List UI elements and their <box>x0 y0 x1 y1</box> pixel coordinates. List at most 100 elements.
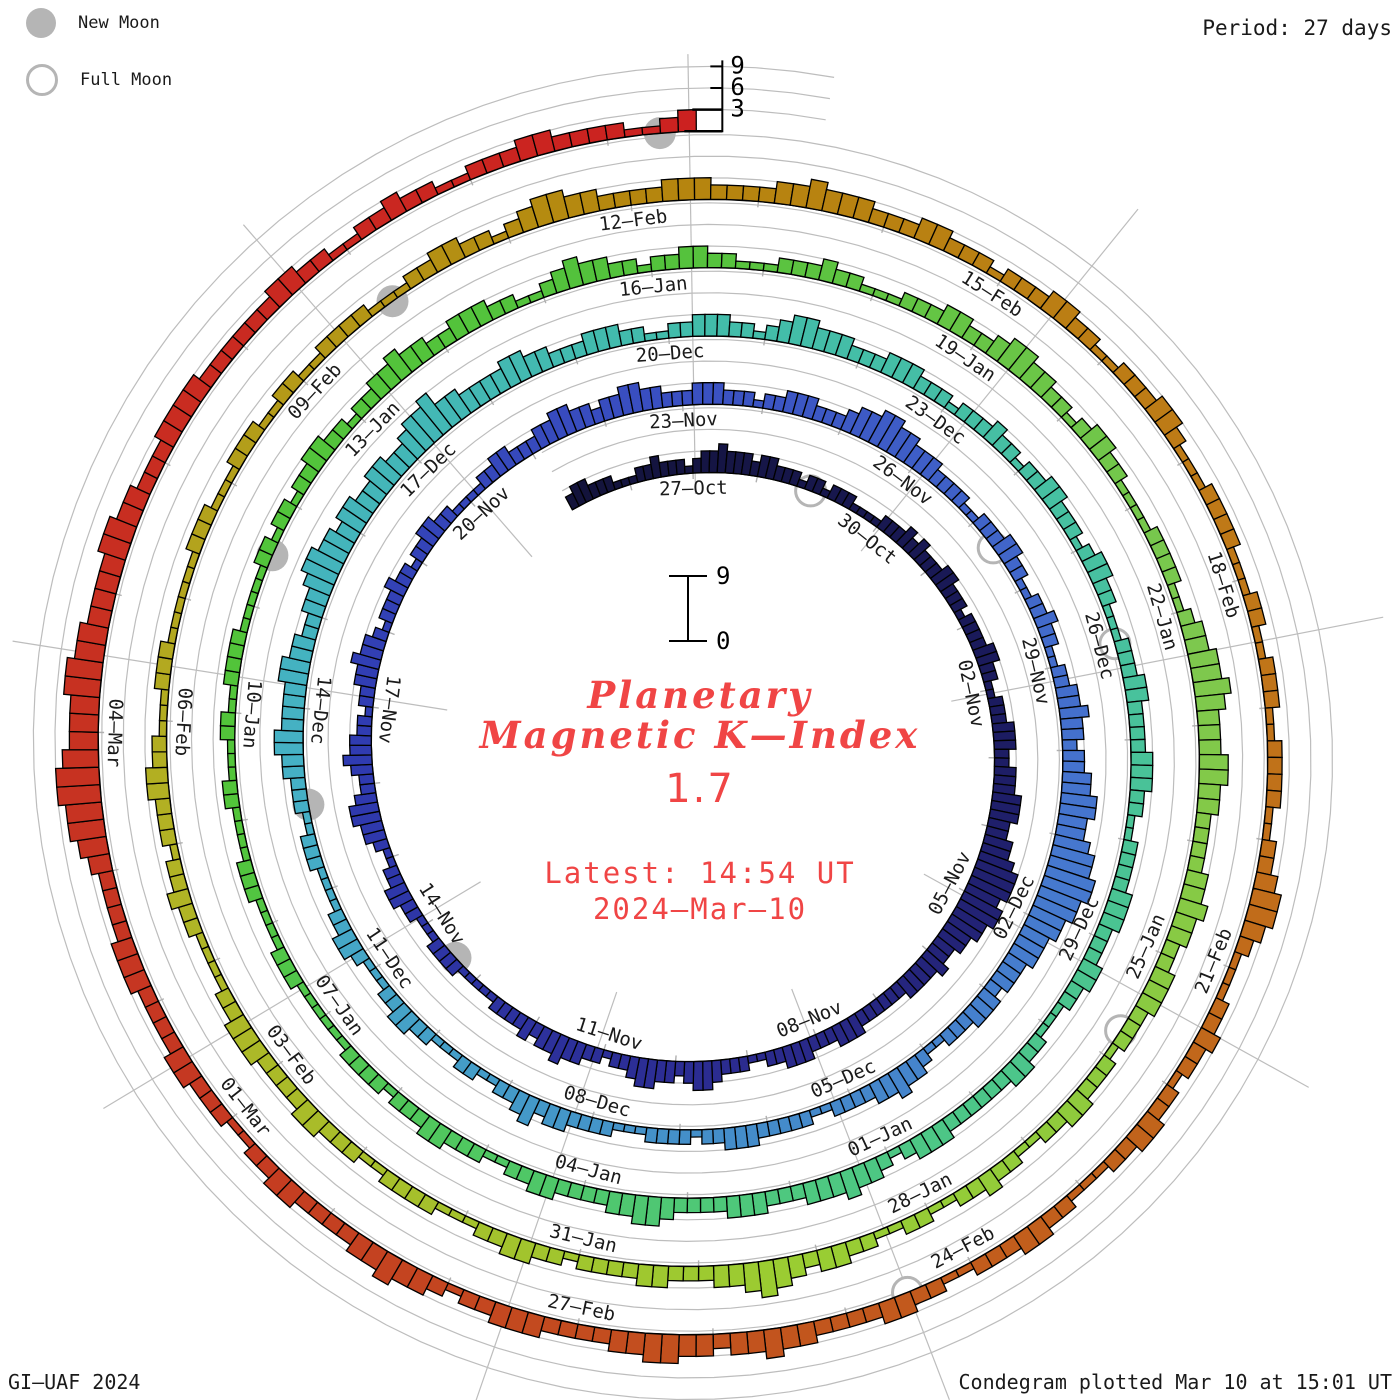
k-bar <box>1127 712 1145 728</box>
k-bar <box>641 125 662 136</box>
k-bar <box>977 1168 1004 1197</box>
k-bar <box>980 669 999 684</box>
k-bar <box>151 751 168 769</box>
k-bar <box>299 833 319 850</box>
k-bar <box>387 1090 410 1113</box>
k-bar <box>1192 1026 1222 1055</box>
k-bar <box>1123 826 1134 842</box>
k-bar <box>901 362 926 390</box>
k-bar <box>1059 716 1084 731</box>
k-bar <box>1062 760 1086 774</box>
k-bar <box>97 869 118 892</box>
k-bar <box>1088 435 1117 462</box>
k-bar <box>239 845 252 863</box>
k-bar <box>1070 968 1098 993</box>
k-bar <box>702 1060 714 1091</box>
k-bar <box>948 311 975 339</box>
k-bar <box>102 515 138 545</box>
k-bar <box>364 705 374 718</box>
k-bar <box>1032 609 1059 630</box>
k-bar <box>508 1089 531 1116</box>
k-bar <box>1231 561 1246 581</box>
k-bar <box>470 299 494 328</box>
k-bar <box>1196 797 1221 816</box>
k-bar <box>725 1194 742 1219</box>
k-bar <box>291 788 309 803</box>
k-bar <box>338 1044 361 1067</box>
k-bar <box>697 1265 715 1282</box>
k-bar <box>712 1196 728 1213</box>
k-bar <box>1198 753 1229 771</box>
date-label: 23—Nov <box>649 408 719 433</box>
k-bar <box>547 1033 571 1065</box>
k-bar <box>591 256 612 283</box>
k-bar <box>949 597 968 614</box>
k-bar <box>679 321 694 338</box>
date-label: 27—Oct <box>659 477 728 501</box>
k-bar <box>167 626 179 645</box>
k-bar <box>962 1003 987 1029</box>
k-bar <box>658 116 680 134</box>
k-bar <box>955 897 999 930</box>
k-bar <box>1056 1099 1084 1128</box>
date-label: 21—Feb <box>1191 925 1237 997</box>
k-scale-max-label: 9 <box>716 562 730 590</box>
k-bar <box>691 313 706 337</box>
k-bar <box>1058 802 1097 821</box>
k-bar <box>281 765 306 780</box>
k-bar <box>54 766 101 788</box>
k-bar <box>1041 485 1069 511</box>
k-bar <box>764 456 780 481</box>
k-bar <box>279 655 312 675</box>
k-bar <box>660 178 680 203</box>
k-bar <box>604 1190 624 1216</box>
k-bar <box>443 388 472 421</box>
k-bar <box>1197 723 1222 741</box>
period-label: Period: 27 days <box>1202 16 1392 40</box>
k-scale-legend: 90 <box>669 562 730 655</box>
k-bar <box>305 546 345 576</box>
k-bar <box>1134 991 1163 1018</box>
k-bar <box>628 187 648 206</box>
k-bar <box>895 525 919 549</box>
k-bar <box>757 186 778 204</box>
k-bar <box>1007 942 1040 970</box>
k-bar <box>1062 521 1084 541</box>
legend-new-moon: New Moon <box>26 6 172 40</box>
k-bar <box>678 1129 692 1145</box>
k-bar <box>681 389 694 407</box>
k-bar <box>1124 686 1150 704</box>
k-bar <box>1029 370 1058 399</box>
k-bar <box>226 739 236 755</box>
k-bar <box>828 1097 847 1118</box>
k-bar <box>812 1316 834 1337</box>
k-bar <box>577 402 597 429</box>
k-bar <box>490 230 510 245</box>
k-bar <box>700 450 711 474</box>
k-bar <box>683 465 694 475</box>
k-bar <box>938 1026 959 1047</box>
grid-spiral-k9 <box>32 65 1333 1400</box>
k-bar <box>516 1094 541 1127</box>
k-bar <box>712 1127 726 1145</box>
k-bar <box>166 887 194 911</box>
k-bar <box>228 684 239 701</box>
k-bar <box>907 537 932 561</box>
k-bar <box>229 628 248 647</box>
k-bar <box>815 1245 838 1273</box>
k-bar <box>1265 789 1283 809</box>
grid-spiral-k6 <box>54 87 1312 1379</box>
k-bar <box>1239 919 1267 944</box>
k-bar <box>439 505 459 525</box>
k-bar <box>702 381 715 405</box>
k-bar <box>301 810 313 825</box>
k-bar <box>591 1326 613 1345</box>
k-bar <box>1130 751 1154 767</box>
k-bar <box>1175 1055 1199 1080</box>
k-bar <box>308 435 336 462</box>
new-moon-label: New Moon <box>78 13 160 33</box>
k-bar <box>727 1262 746 1288</box>
k-bar <box>168 843 181 862</box>
k-bar <box>144 766 169 785</box>
k-bar <box>491 1078 511 1099</box>
